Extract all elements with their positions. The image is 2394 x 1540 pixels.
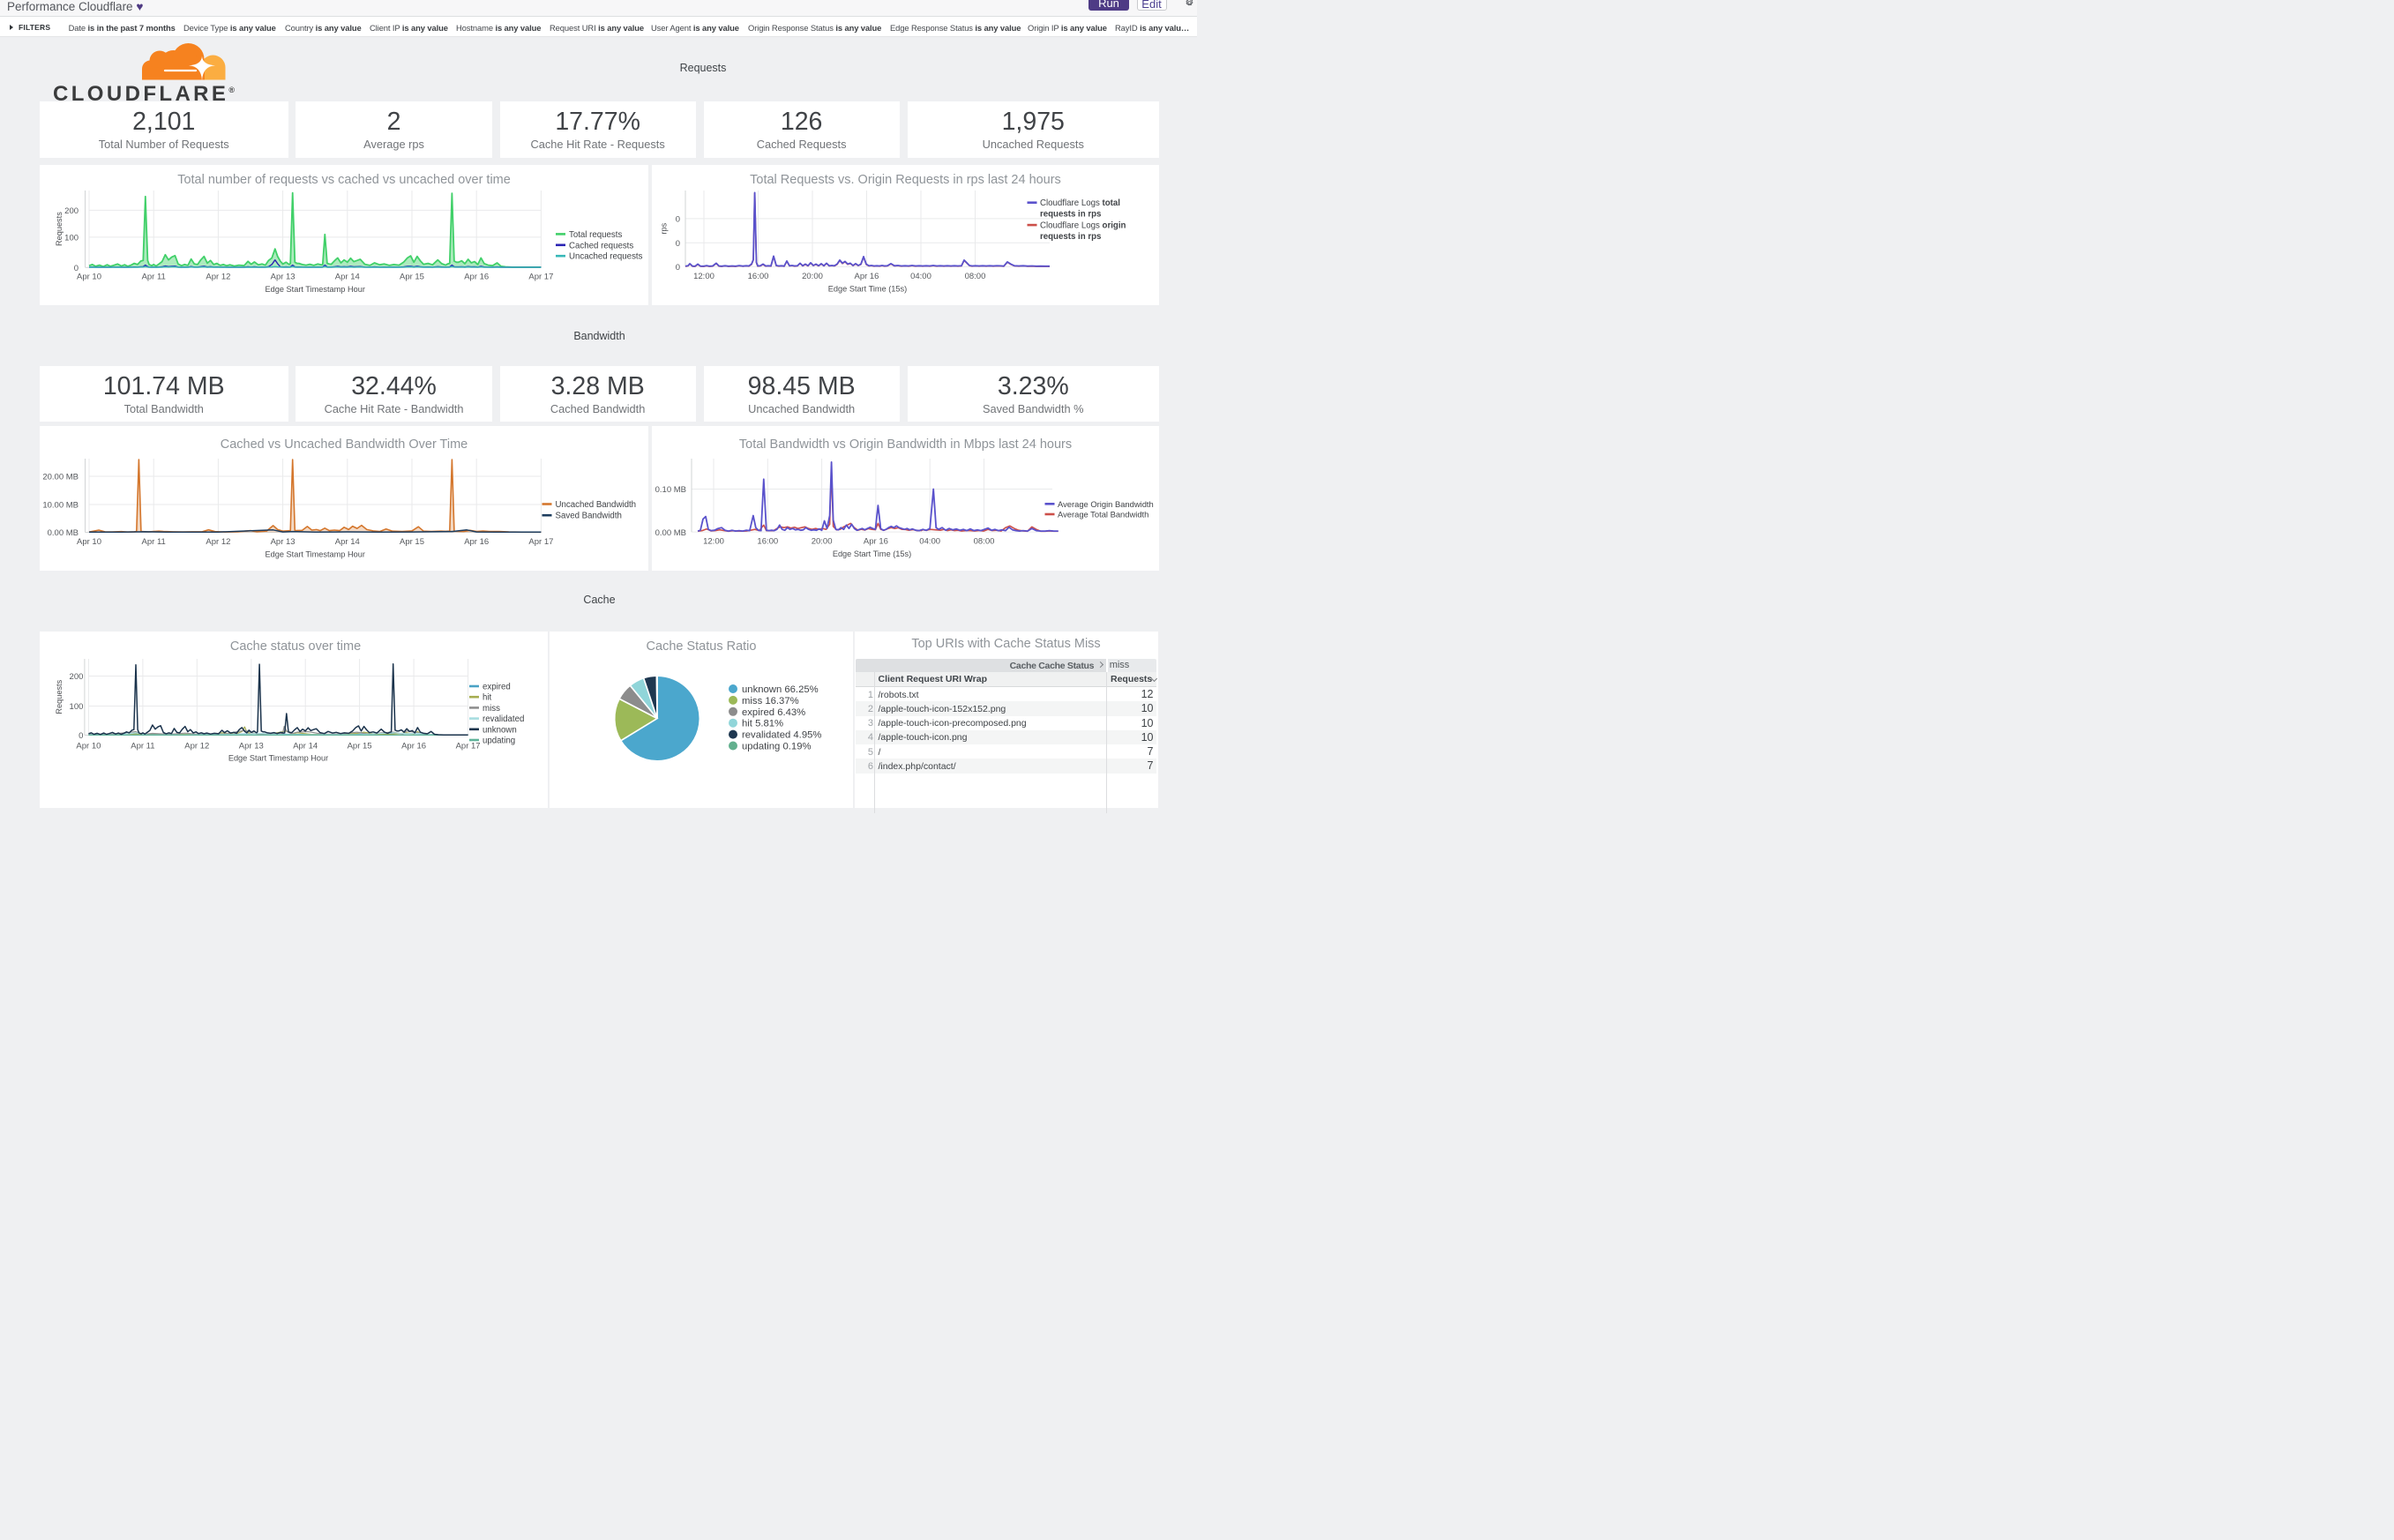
svg-text:Apr 17: Apr 17 [528, 273, 553, 282]
svg-text:Apr 16: Apr 16 [464, 273, 489, 282]
svg-text:Uncached requests: Uncached requests [569, 252, 643, 262]
svg-text:Total Bandwidth vs Origin Band: Total Bandwidth vs Origin Bandwidth in M… [739, 437, 1072, 452]
svg-text:12:00: 12:00 [693, 272, 714, 281]
svg-text:04:00: 04:00 [910, 272, 931, 281]
svg-text:Average Total Bandwidth: Average Total Bandwidth [1058, 509, 1148, 519]
svg-text:Apr 13: Apr 13 [239, 741, 264, 751]
svg-text:Total Requests vs. Origin Requ: Total Requests vs. Origin Requests in rp… [750, 173, 1061, 187]
svg-text:0.10 MB: 0.10 MB [655, 485, 686, 495]
svg-text:0: 0 [79, 731, 83, 741]
svg-text:200: 200 [64, 206, 79, 216]
svg-text:0: 0 [676, 263, 680, 273]
svg-text:Saved Bandwidth: Saved Bandwidth [556, 511, 622, 520]
svg-text:20:00: 20:00 [812, 536, 833, 546]
svg-text:Cache Status Ratio: Cache Status Ratio [647, 639, 757, 654]
svg-text:Apr 11: Apr 11 [131, 741, 154, 751]
svg-text:Edge Start Time (15s): Edge Start Time (15s) [833, 549, 911, 558]
svg-text:requests in rps: requests in rps [1040, 210, 1101, 220]
svg-text:Edge Start Timestamp Hour: Edge Start Timestamp Hour [228, 753, 328, 762]
svg-text:10.00 MB: 10.00 MB [42, 500, 79, 510]
svg-text:Requests: Requests [55, 679, 64, 714]
svg-text:Edge Start Time (15s): Edge Start Time (15s) [828, 284, 907, 293]
svg-text:20.00 MB: 20.00 MB [42, 472, 79, 482]
svg-text:16:00: 16:00 [748, 272, 769, 281]
svg-text:expired: expired [483, 682, 511, 692]
svg-text:Apr 14: Apr 14 [293, 741, 318, 751]
svg-text:Cached requests: Cached requests [569, 241, 633, 250]
svg-text:hit: hit [483, 692, 492, 702]
svg-text:Apr 15: Apr 15 [400, 273, 424, 282]
svg-text:Apr 10: Apr 10 [76, 741, 101, 751]
svg-text:08:00: 08:00 [974, 536, 995, 546]
svg-text:Average Origin Bandwidth: Average Origin Bandwidth [1058, 498, 1154, 508]
svg-text:miss 16.37%: miss 16.37% [742, 695, 799, 706]
svg-text:08:00: 08:00 [965, 272, 986, 281]
svg-text:12:00: 12:00 [703, 536, 724, 546]
svg-text:04:00: 04:00 [919, 536, 940, 546]
svg-text:rps: rps [660, 223, 669, 235]
svg-text:Cache status over time: Cache status over time [230, 639, 361, 654]
svg-text:100: 100 [64, 234, 79, 243]
svg-text:Apr 11: Apr 11 [142, 273, 166, 282]
svg-text:hit 5.81%: hit 5.81% [742, 718, 783, 729]
svg-text:0: 0 [676, 239, 680, 249]
svg-text:revalidated: revalidated [483, 714, 524, 724]
svg-text:0: 0 [676, 215, 680, 225]
svg-text:200: 200 [70, 672, 84, 682]
svg-text:Total requests: Total requests [569, 230, 622, 240]
svg-text:Cloudflare Logs origin: Cloudflare Logs origin [1040, 221, 1126, 230]
svg-text:Total number of requests vs ca: Total number of requests vs cached vs un… [177, 173, 511, 187]
svg-text:requests in rps: requests in rps [1040, 232, 1101, 242]
svg-text:Apr 15: Apr 15 [400, 537, 424, 547]
svg-text:Apr 10: Apr 10 [77, 537, 101, 547]
svg-text:100: 100 [70, 702, 84, 712]
svg-text:16:00: 16:00 [757, 536, 778, 546]
svg-text:Edge Start Timestamp Hour: Edge Start Timestamp Hour [266, 285, 365, 294]
svg-text:unknown 66.25%: unknown 66.25% [742, 684, 819, 695]
svg-text:0.00 MB: 0.00 MB [48, 528, 79, 538]
svg-text:Apr 12: Apr 12 [206, 273, 230, 282]
svg-text:0.00 MB: 0.00 MB [655, 527, 686, 537]
svg-text:Apr 13: Apr 13 [271, 273, 296, 282]
svg-text:unknown: unknown [483, 725, 517, 735]
svg-text:Apr 12: Apr 12 [206, 537, 230, 547]
svg-text:Apr 14: Apr 14 [335, 273, 360, 282]
svg-text:Edge Start Timestamp Hour: Edge Start Timestamp Hour [266, 549, 365, 558]
svg-text:Apr 14: Apr 14 [335, 537, 360, 547]
svg-text:Apr 12: Apr 12 [184, 741, 209, 751]
svg-text:Apr 17: Apr 17 [528, 537, 553, 547]
svg-text:Apr 17: Apr 17 [456, 741, 481, 751]
svg-text:Apr 13: Apr 13 [271, 537, 296, 547]
svg-text:miss: miss [483, 703, 500, 713]
svg-text:Apr 15: Apr 15 [348, 741, 372, 751]
svg-text:expired 6.43%: expired 6.43% [742, 706, 805, 717]
svg-text:updating 0.19%: updating 0.19% [742, 741, 812, 751]
svg-text:updating: updating [483, 736, 515, 745]
svg-text:20:00: 20:00 [802, 272, 823, 281]
svg-text:Apr 10: Apr 10 [77, 273, 101, 282]
svg-text:Uncached Bandwidth: Uncached Bandwidth [556, 500, 637, 510]
svg-text:Cached vs Uncached Bandwidth O: Cached vs Uncached Bandwidth Over Time [221, 437, 468, 452]
svg-text:Apr 16: Apr 16 [855, 272, 879, 281]
svg-text:Apr 11: Apr 11 [142, 537, 166, 547]
svg-text:Apr 16: Apr 16 [464, 537, 489, 547]
svg-text:Cloudflare Logs total: Cloudflare Logs total [1040, 198, 1120, 208]
svg-text:Apr 16: Apr 16 [401, 741, 426, 751]
svg-text:revalidated 4.95%: revalidated 4.95% [742, 729, 821, 740]
svg-text:Requests: Requests [55, 212, 64, 246]
svg-text:Apr 16: Apr 16 [864, 536, 888, 546]
svg-text:0: 0 [74, 264, 79, 273]
